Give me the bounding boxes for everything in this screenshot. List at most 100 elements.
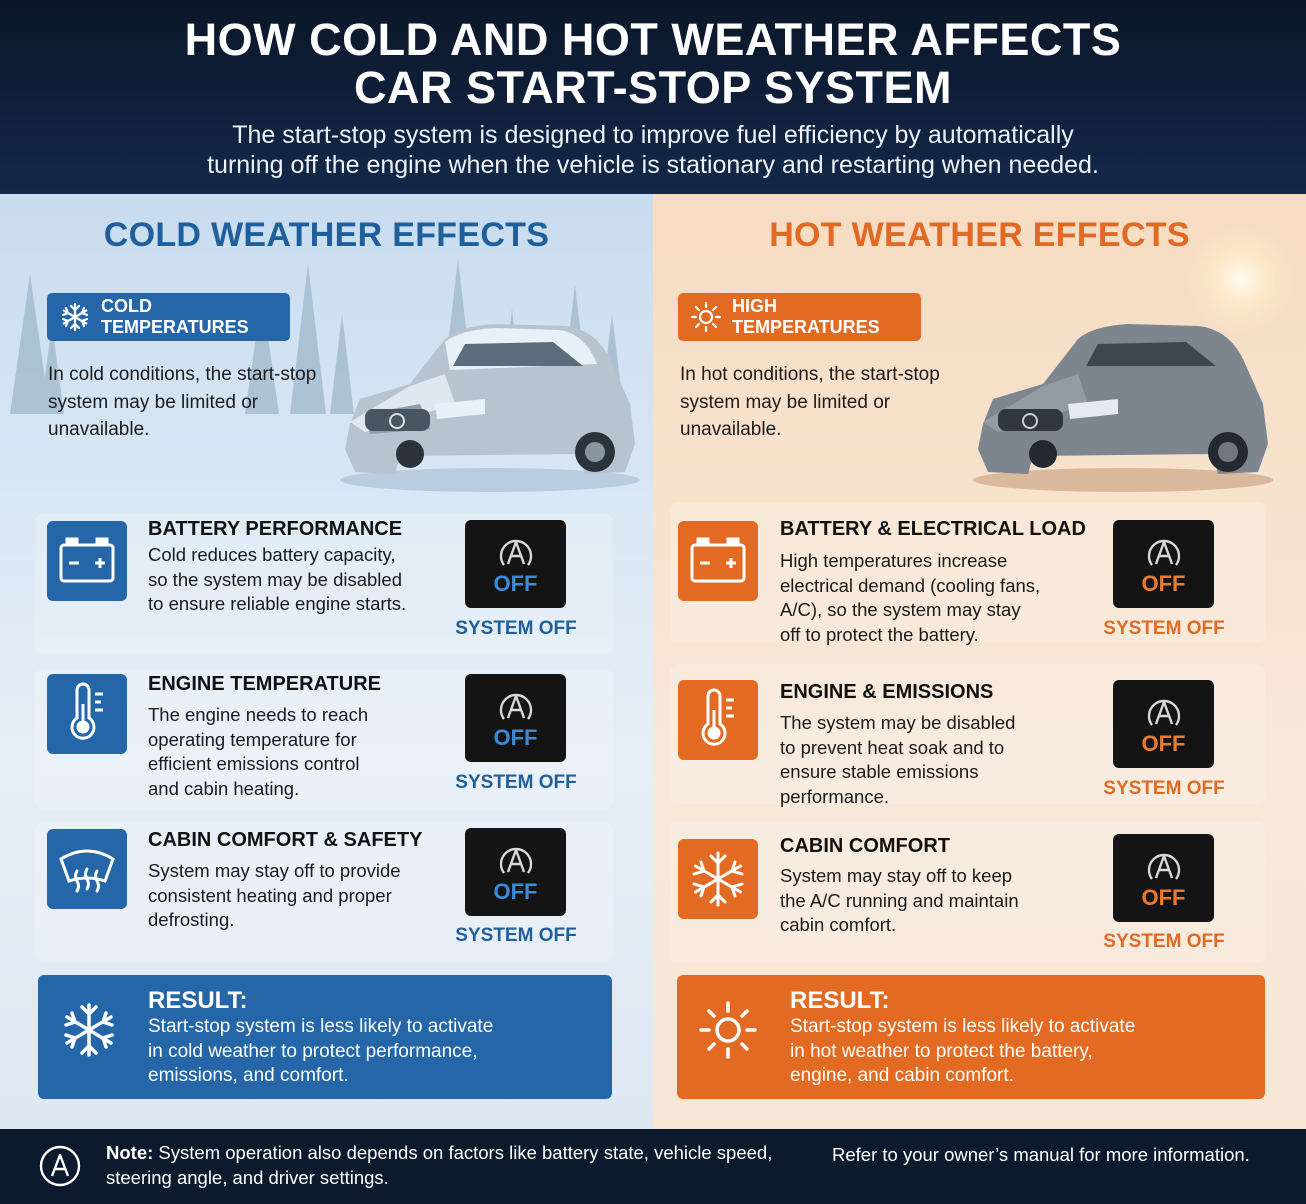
title-line-1: HOW COLD AND HOT WEATHER AFFECTS (184, 14, 1122, 65)
description-line: performance. (780, 785, 889, 807)
result-line: Start-stop system is less likely to acti… (790, 1016, 1136, 1037)
footer-reference: Refer to your owner’s manual for more in… (832, 1144, 1250, 1165)
description-line: the A/C running and maintain (780, 889, 1019, 911)
auto-start-stop-icon (499, 847, 533, 874)
result-title: RESULT: (790, 987, 890, 1014)
off-label: OFF (493, 571, 538, 596)
auto-start-stop-icon (1147, 539, 1181, 566)
hot-intro-text: In hot conditions, the start-stop system… (680, 361, 960, 444)
snowflake-icon (61, 302, 89, 332)
item-title: ENGINE & EMISSIONS (780, 681, 994, 703)
intro-line: system may be limited or (680, 391, 891, 413)
cold-weather-panel: COLD WEATHER EFFECTS COLD TEMPERATURES I… (0, 194, 653, 1129)
description-line: operating temperature for (148, 728, 357, 750)
intro-line: unavailable. (48, 419, 150, 440)
description-line: ensure stable emissions (780, 761, 979, 782)
start-stop-off-indicator: OFF (1113, 834, 1214, 922)
description-line: to ensure reliable engine starts. (148, 593, 407, 614)
auto-start-stop-icon (1147, 699, 1181, 726)
item-description: High temperatures increase electrical de… (780, 549, 1080, 647)
item-title: BATTERY & ELECTRICAL LOAD (780, 518, 1086, 540)
description-line: defrosting. (148, 909, 235, 930)
description-line: consistent heating and proper (148, 884, 392, 906)
start-stop-off-indicator: OFF (1113, 520, 1214, 608)
result-line: emissions, and comfort. (148, 1065, 349, 1086)
subtitle-line-2: turning off the engine when the vehicle … (207, 151, 1099, 179)
badge-label: COLD TEMPERATURES (101, 296, 249, 337)
thermometer-icon (47, 674, 127, 754)
description-line: System may stay off to keep (780, 865, 1013, 886)
item-description: The system may be disabled to prevent he… (780, 711, 1080, 809)
item-title: BATTERY PERFORMANCE (148, 518, 403, 540)
result-line: in cold weather to protect performance, (148, 1040, 478, 1062)
item-description: Cold reduces battery capacity, so the sy… (148, 543, 448, 617)
sun-illustration (1186, 224, 1296, 334)
result-line: engine, and cabin comfort. (790, 1065, 1014, 1086)
system-off-label: SYSTEM OFF (455, 618, 577, 639)
item-title: CABIN COMFORT & SAFETY (148, 829, 423, 851)
description-line: The system may be disabled (780, 712, 1016, 733)
snowflake-icon (678, 839, 758, 919)
result-text: Start-stop system is less likely to acti… (148, 1015, 588, 1089)
description-line: Cold reduces battery capacity, (148, 544, 396, 565)
hot-result-box: RESULT: Start-stop system is less likely… (677, 975, 1265, 1099)
off-label: OFF (1141, 571, 1186, 596)
hot-section-title: HOT WEATHER EFFECTS (769, 216, 1190, 254)
intro-line: unavailable. (680, 419, 782, 440)
defrost-icon (47, 829, 127, 909)
result-text: Start-stop system is less likely to acti… (790, 1015, 1230, 1089)
sun-icon (690, 301, 722, 333)
subtitle-line-1: The start-stop system is designed to imp… (232, 121, 1074, 149)
result-line: in hot weather to protect the battery, (790, 1040, 1093, 1062)
system-off-label: SYSTEM OFF (455, 925, 577, 946)
system-off-label: SYSTEM OFF (1103, 618, 1225, 639)
start-stop-off-indicator: OFF (465, 828, 566, 916)
item-description: The engine needs to reach operating temp… (148, 703, 448, 801)
title-line-2: CAR START-STOP SYSTEM (353, 62, 953, 113)
item-title: CABIN COMFORT (780, 835, 950, 857)
auto-start-stop-icon (499, 693, 533, 720)
intro-line: In cold conditions, the start-stop (48, 364, 317, 385)
description-line: off to protect the battery. (780, 623, 979, 645)
badge-label: HIGH TEMPERATURES (732, 296, 880, 337)
description-line: A/C), so the system may stay (780, 599, 1021, 620)
thermometer-icon (678, 680, 758, 760)
battery-icon (47, 521, 127, 601)
item-description: System may stay off to provide consisten… (148, 859, 448, 933)
footer-note-line-2: steering angle, and driver settings. (106, 1166, 389, 1188)
system-off-label: SYSTEM OFF (455, 772, 577, 793)
cold-intro-text: In cold conditions, the start-stop syste… (48, 361, 328, 444)
system-off-label: SYSTEM OFF (1103, 778, 1225, 799)
auto-start-stop-icon (1147, 853, 1181, 880)
footer: Note: System operation also depends on f… (0, 1129, 1306, 1204)
note-text: System operation also depends on factors… (153, 1142, 773, 1163)
item-title: ENGINE TEMPERATURE (148, 673, 381, 695)
footer-note-line-1: Note: System operation also depends on f… (106, 1141, 786, 1166)
result-title: RESULT: (148, 987, 248, 1014)
result-line: Start-stop system is less likely to acti… (148, 1016, 494, 1037)
description-line: electrical demand (cooling fans, (780, 574, 1041, 596)
snowy-car-illustration (340, 324, 640, 492)
description-line: and cabin heating. (148, 777, 300, 799)
car-in-heat-illustration (973, 324, 1273, 492)
start-stop-off-indicator: OFF (465, 520, 566, 608)
description-line: The engine needs to reach (148, 704, 369, 725)
intro-line: system may be limited or (48, 391, 259, 413)
description-line: efficient emissions control (148, 753, 360, 774)
off-label: OFF (493, 879, 538, 904)
description-line: cabin comfort. (780, 914, 897, 935)
battery-icon (678, 521, 758, 601)
page-title: HOW COLD AND HOT WEATHER AFFECTS CAR STA… (0, 16, 1306, 112)
hot-weather-panel: HOT WEATHER EFFECTS HIGH TEMPERATURES In… (653, 194, 1306, 1129)
cold-temperatures-badge: COLD TEMPERATURES (47, 293, 290, 341)
footer-note: Note: System operation also depends on f… (106, 1141, 786, 1190)
description-line: so the system may be disabled (148, 568, 402, 590)
page-subtitle: The start-stop system is designed to imp… (120, 120, 1186, 180)
system-off-label: SYSTEM OFF (1103, 931, 1225, 952)
auto-start-stop-icon (499, 539, 533, 566)
off-label: OFF (1141, 731, 1186, 756)
header: HOW COLD AND HOT WEATHER AFFECTS CAR STA… (0, 0, 1306, 194)
description-line: System may stay off to provide (148, 860, 401, 881)
cold-result-box: RESULT: Start-stop system is less likely… (38, 975, 612, 1099)
auto-start-stop-icon (39, 1145, 81, 1187)
